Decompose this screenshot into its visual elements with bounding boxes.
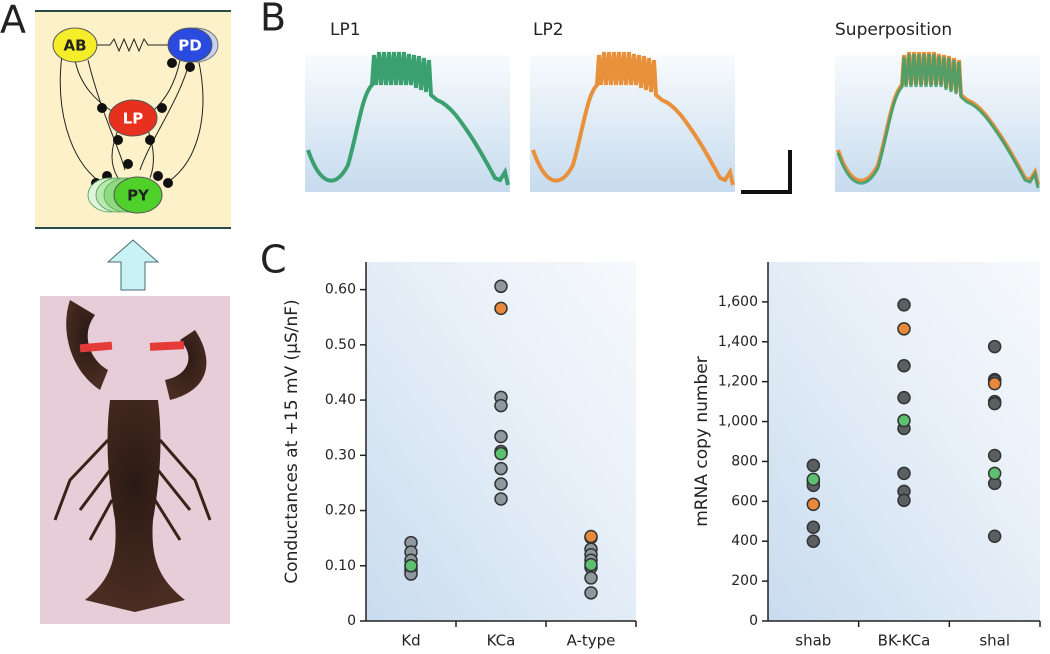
x-tick-label: shal (979, 632, 1010, 650)
arrow (106, 239, 160, 291)
point (987, 448, 1002, 463)
trace-title: LP2 (533, 20, 564, 40)
y-tick-label: 0.10 (325, 558, 356, 574)
node-label: LP (123, 110, 144, 128)
point (987, 376, 1002, 391)
y-tick-label: 1,200 (718, 374, 758, 390)
point (494, 446, 508, 461)
point (494, 461, 508, 476)
point (584, 571, 598, 585)
traces (305, 51, 1040, 194)
point (494, 398, 508, 413)
point (806, 458, 821, 473)
point (987, 466, 1002, 481)
x-tick-label: shab (795, 632, 831, 650)
x-tick-label: A-type (567, 632, 616, 650)
plot-background (768, 262, 1040, 621)
point (987, 396, 1002, 411)
point (897, 413, 911, 428)
point (806, 534, 821, 548)
point (584, 586, 598, 600)
point (404, 559, 418, 573)
node-label: AB (63, 37, 86, 55)
point (584, 529, 598, 544)
point (494, 301, 508, 316)
point (897, 322, 911, 336)
charts: 0 0.10 0.20 0.30 0.40 0.50 0.60 Conductances at… (282, 262, 1041, 650)
y-tick-label: 0 (749, 613, 758, 629)
panel-label: B (260, 0, 286, 40)
y-axis-label: mRNA copy number (692, 356, 712, 526)
x-tick-label: Kd (401, 632, 420, 650)
point (987, 339, 1002, 354)
y-tick-label: 200 (731, 573, 758, 589)
node-label: PD (178, 37, 201, 55)
y-axis-label: Conductances at +15 mV (µS/nF) (282, 299, 302, 583)
point (806, 497, 821, 512)
point (806, 520, 821, 535)
y-tick-label: 0 (347, 613, 356, 629)
y-tick-label: 600 (731, 493, 758, 509)
y-tick-label: 0.20 (325, 503, 356, 519)
y-tick-label: 0.50 (325, 337, 356, 353)
y-tick-label: 1,000 (718, 414, 758, 430)
y-tick-label: 1,600 (718, 294, 758, 310)
point (494, 279, 508, 294)
x-tick-label: BK-KCa (878, 632, 931, 650)
point (987, 529, 1002, 543)
y-tick-label: 0.40 (325, 392, 356, 408)
point (494, 429, 508, 444)
point (897, 493, 911, 508)
point (806, 472, 821, 487)
point (897, 390, 911, 405)
x-tick-label: KCa (487, 632, 516, 650)
y-tick-label: 0.60 (325, 282, 356, 298)
trace-title: LP1 (330, 20, 361, 40)
y-tick-label: 1,400 (718, 334, 758, 350)
circuit-diagram: AB PD LP PY (35, 10, 231, 229)
point (494, 477, 508, 491)
y-tick-label: 400 (731, 533, 758, 549)
point (897, 358, 911, 373)
node-label: PY (127, 187, 150, 205)
trace-title: Superposition (835, 20, 952, 40)
lobster-photo (40, 296, 230, 624)
point (897, 466, 911, 481)
y-tick-label: 0.30 (325, 447, 356, 463)
point (897, 298, 911, 312)
point (494, 492, 508, 506)
y-tick-label: 800 (731, 453, 758, 469)
panel-label: A (0, 0, 26, 42)
point (584, 557, 598, 572)
panel-label: C (260, 238, 287, 282)
